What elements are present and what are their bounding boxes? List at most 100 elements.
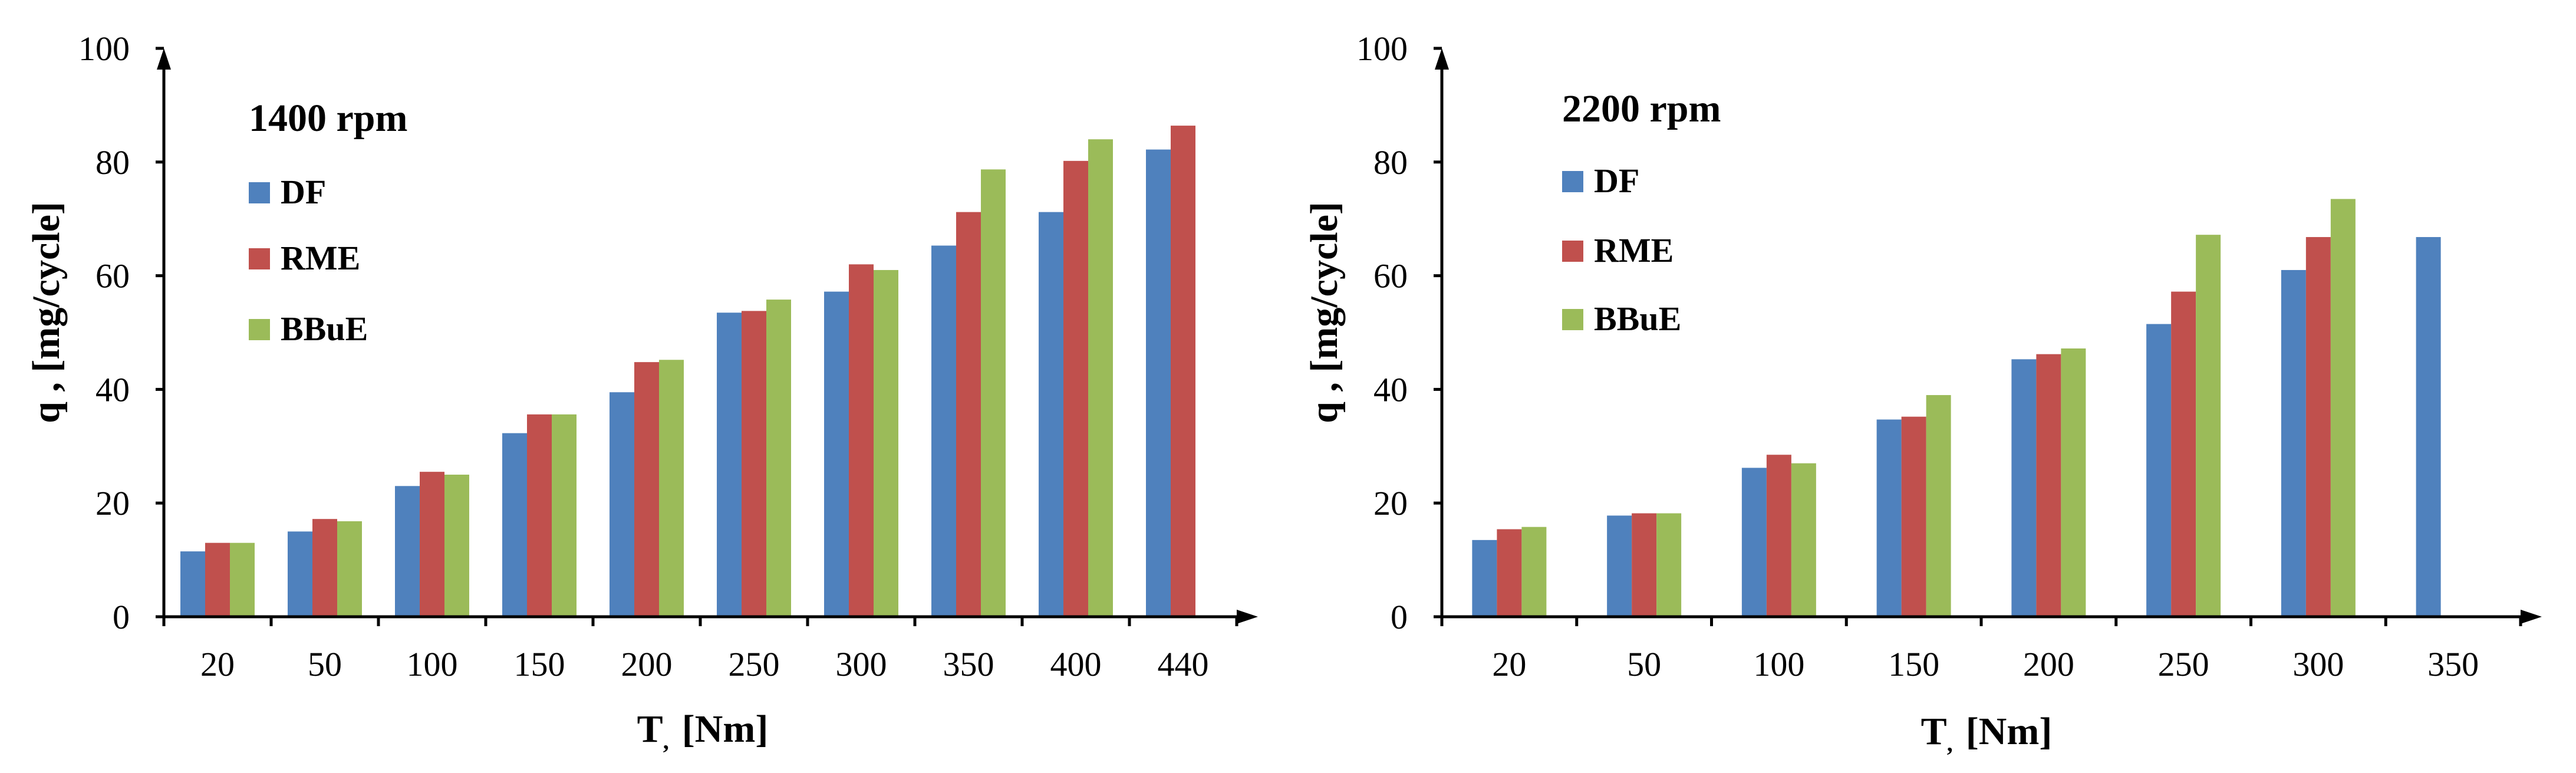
x-tick-label: 50 — [1627, 645, 1661, 683]
y-axis-title: q , [mg/cycle] — [25, 202, 68, 423]
x-tick-label: 250 — [2158, 645, 2209, 683]
x-axis-title-unit: [Nm] — [682, 708, 769, 751]
bar-df-20 — [180, 551, 205, 617]
bar-bbue-50 — [337, 521, 362, 617]
x-tick-labels: 20 50 100 150 200 250 300 350 400 440 — [162, 617, 1238, 683]
bar-df-200 — [2011, 359, 2037, 617]
legend-swatch-df — [1562, 171, 1583, 192]
bar-rme-250 — [2171, 291, 2196, 617]
bar-bbue-50 — [1656, 513, 1682, 617]
bar-rme-20 — [205, 542, 230, 617]
x-tick-label: 200 — [621, 645, 673, 683]
bar-bbue-150 — [1926, 395, 1951, 617]
bar-bbue-250 — [2196, 235, 2221, 617]
x-tick-labels: 20 50 100 150 200 250 300 350 — [1440, 617, 2522, 683]
bar-rme-100 — [420, 472, 444, 617]
x-tick-label: 350 — [943, 645, 994, 683]
bar-df-250 — [2146, 324, 2172, 617]
bar-bbue-350 — [981, 169, 1006, 617]
x-tick-label: 150 — [514, 645, 565, 683]
bars-group — [1472, 199, 2441, 617]
x-tick-label: 300 — [836, 645, 887, 683]
bar-df-350 — [2416, 237, 2441, 617]
bar-rme-250 — [742, 311, 766, 617]
bar-bbue-250 — [766, 300, 791, 617]
bar-df-400 — [1039, 212, 1063, 617]
y-axis-arrow-icon — [157, 48, 171, 70]
bar-bbue-20 — [230, 542, 255, 617]
legend-swatch-rme — [1562, 241, 1583, 262]
x-axis-arrow-icon — [1237, 610, 1258, 624]
bar-bbue-100 — [444, 475, 469, 617]
x-axis-arrow-icon — [2521, 610, 2542, 624]
bars-group — [180, 126, 1195, 617]
bar-rme-300 — [2305, 237, 2331, 617]
bar-df-20 — [1472, 540, 1497, 617]
y-tick-label: 20 — [95, 484, 130, 522]
x-axis-title-sub: , — [663, 728, 669, 754]
bar-bbue-300 — [2330, 199, 2356, 617]
x-tick-label: 250 — [729, 645, 780, 683]
legend-swatch-bbue — [1562, 309, 1583, 330]
y-tick-label: 0 — [1391, 598, 1408, 636]
bar-df-300 — [824, 291, 849, 617]
y-tick-labels: 0 20 40 60 80 100 — [1356, 29, 1442, 636]
bar-bbue-200 — [659, 360, 684, 617]
x-tick-label: 20 — [200, 645, 235, 683]
legend-label-df: DF — [281, 173, 326, 211]
y-tick-label: 40 — [95, 370, 130, 409]
bar-df-250 — [717, 313, 742, 617]
bar-df-50 — [288, 531, 312, 617]
chart-panel-1400rpm: 0 20 40 60 80 100 20 50 100 150 200 250 300 350 400 44… — [25, 29, 1258, 754]
legend-label-rme: RME — [1594, 231, 1674, 269]
y-tick-label: 60 — [95, 257, 130, 295]
x-tick-label: 200 — [2023, 645, 2074, 683]
bar-bbue-300 — [874, 269, 898, 617]
x-tick-label: 150 — [1888, 645, 1939, 683]
bar-df-440 — [1146, 149, 1171, 617]
x-tick-label: 100 — [407, 645, 458, 683]
y-tick-label: 100 — [78, 29, 130, 68]
y-tick-label: 60 — [1373, 257, 1408, 295]
bar-rme-50 — [1632, 513, 1657, 617]
bar-df-100 — [395, 486, 420, 617]
bar-df-150 — [1876, 419, 1902, 617]
bar-rme-150 — [527, 414, 552, 617]
x-tick-label: 20 — [1492, 645, 1526, 683]
x-axis-title-main: T — [1921, 710, 1947, 753]
legend-label-bbue: BBuE — [1594, 300, 1681, 338]
x-tick-label: 300 — [2292, 645, 2344, 683]
chart-panel-2200rpm: 0 20 40 60 80 100 20 50 100 150 200 250 300 350 2200… — [1303, 29, 2542, 756]
x-axis-title-main: T — [637, 708, 663, 751]
x-tick-label: 440 — [1158, 645, 1209, 683]
bar-rme-150 — [1901, 416, 1926, 617]
bar-bbue-20 — [1521, 527, 1547, 617]
legend-label-bbue: BBuE — [281, 310, 368, 348]
legend-label-df: DF — [1594, 162, 1639, 200]
legend-swatch-rme — [249, 248, 270, 269]
bar-rme-400 — [1063, 160, 1088, 617]
panel-title: 1400 rpm — [249, 97, 407, 140]
y-axis-title: q , [mg/cycle] — [1303, 202, 1346, 423]
y-tick-labels: 0 20 40 60 80 100 — [78, 29, 164, 636]
bar-rme-300 — [849, 264, 874, 617]
legend: DF RME BBuE — [1562, 162, 1681, 338]
legend-swatch-df — [249, 182, 270, 203]
bar-bbue-200 — [2061, 348, 2086, 617]
x-tick-label: 100 — [1753, 645, 1804, 683]
legend-swatch-bbue — [249, 319, 270, 340]
bar-rme-200 — [634, 362, 659, 617]
y-tick-label: 80 — [95, 143, 130, 182]
bar-rme-350 — [956, 212, 981, 617]
bar-rme-440 — [1171, 126, 1195, 617]
bar-df-350 — [931, 245, 956, 617]
legend-label-rme: RME — [281, 239, 360, 277]
bar-bbue-400 — [1088, 139, 1113, 617]
x-tick-label: 50 — [308, 645, 342, 683]
bar-df-50 — [1607, 515, 1632, 617]
y-tick-label: 80 — [1373, 143, 1408, 182]
y-axis-arrow-icon — [1435, 48, 1449, 70]
bar-rme-20 — [1497, 529, 1522, 617]
y-tick-label: 40 — [1373, 370, 1408, 409]
